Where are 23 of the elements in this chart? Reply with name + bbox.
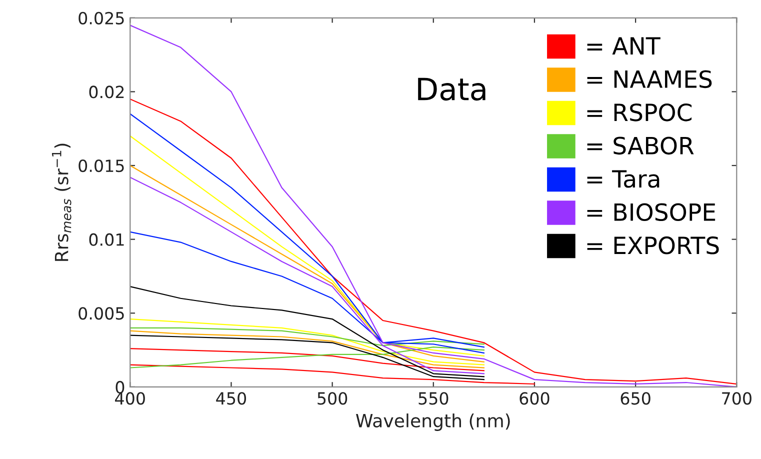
legend-label: = ANT	[587, 37, 660, 54]
y-axis-title: Rrs$_{meas}$ (sr$^{−1}$)	[52, 144, 72, 261]
y-tick-label: 0.025	[78, 12, 124, 24]
x-tick-label: 650	[620, 392, 650, 405]
y-tick-label: 0.015	[78, 159, 124, 172]
x-tick-label: 500	[318, 392, 348, 405]
x-tick-label: 700	[722, 392, 752, 405]
x-tick-label: 450	[216, 392, 246, 405]
y-tick-label: 0	[116, 380, 124, 394]
legend-label: = Tara	[587, 170, 660, 188]
legend-label: = EXPORTS	[587, 236, 719, 254]
y-tick-label: 0.02	[89, 86, 124, 98]
legend-label: = NAAMES	[587, 70, 712, 88]
x-tick-label: 600	[520, 392, 550, 405]
legend-label: = RSPOC	[587, 103, 692, 122]
x-axis-title: Wavelength (nm)	[356, 413, 510, 431]
y-tick-label: 0.01	[89, 233, 124, 246]
legend-label: = SABOR	[587, 136, 694, 155]
x-tick-label: 550	[418, 392, 448, 405]
annotation: Data	[418, 78, 486, 101]
legend-label: = BIOSOPE	[587, 203, 716, 222]
y-tick-label: 0.005	[78, 307, 124, 320]
x-tick-label: 400	[115, 392, 145, 405]
